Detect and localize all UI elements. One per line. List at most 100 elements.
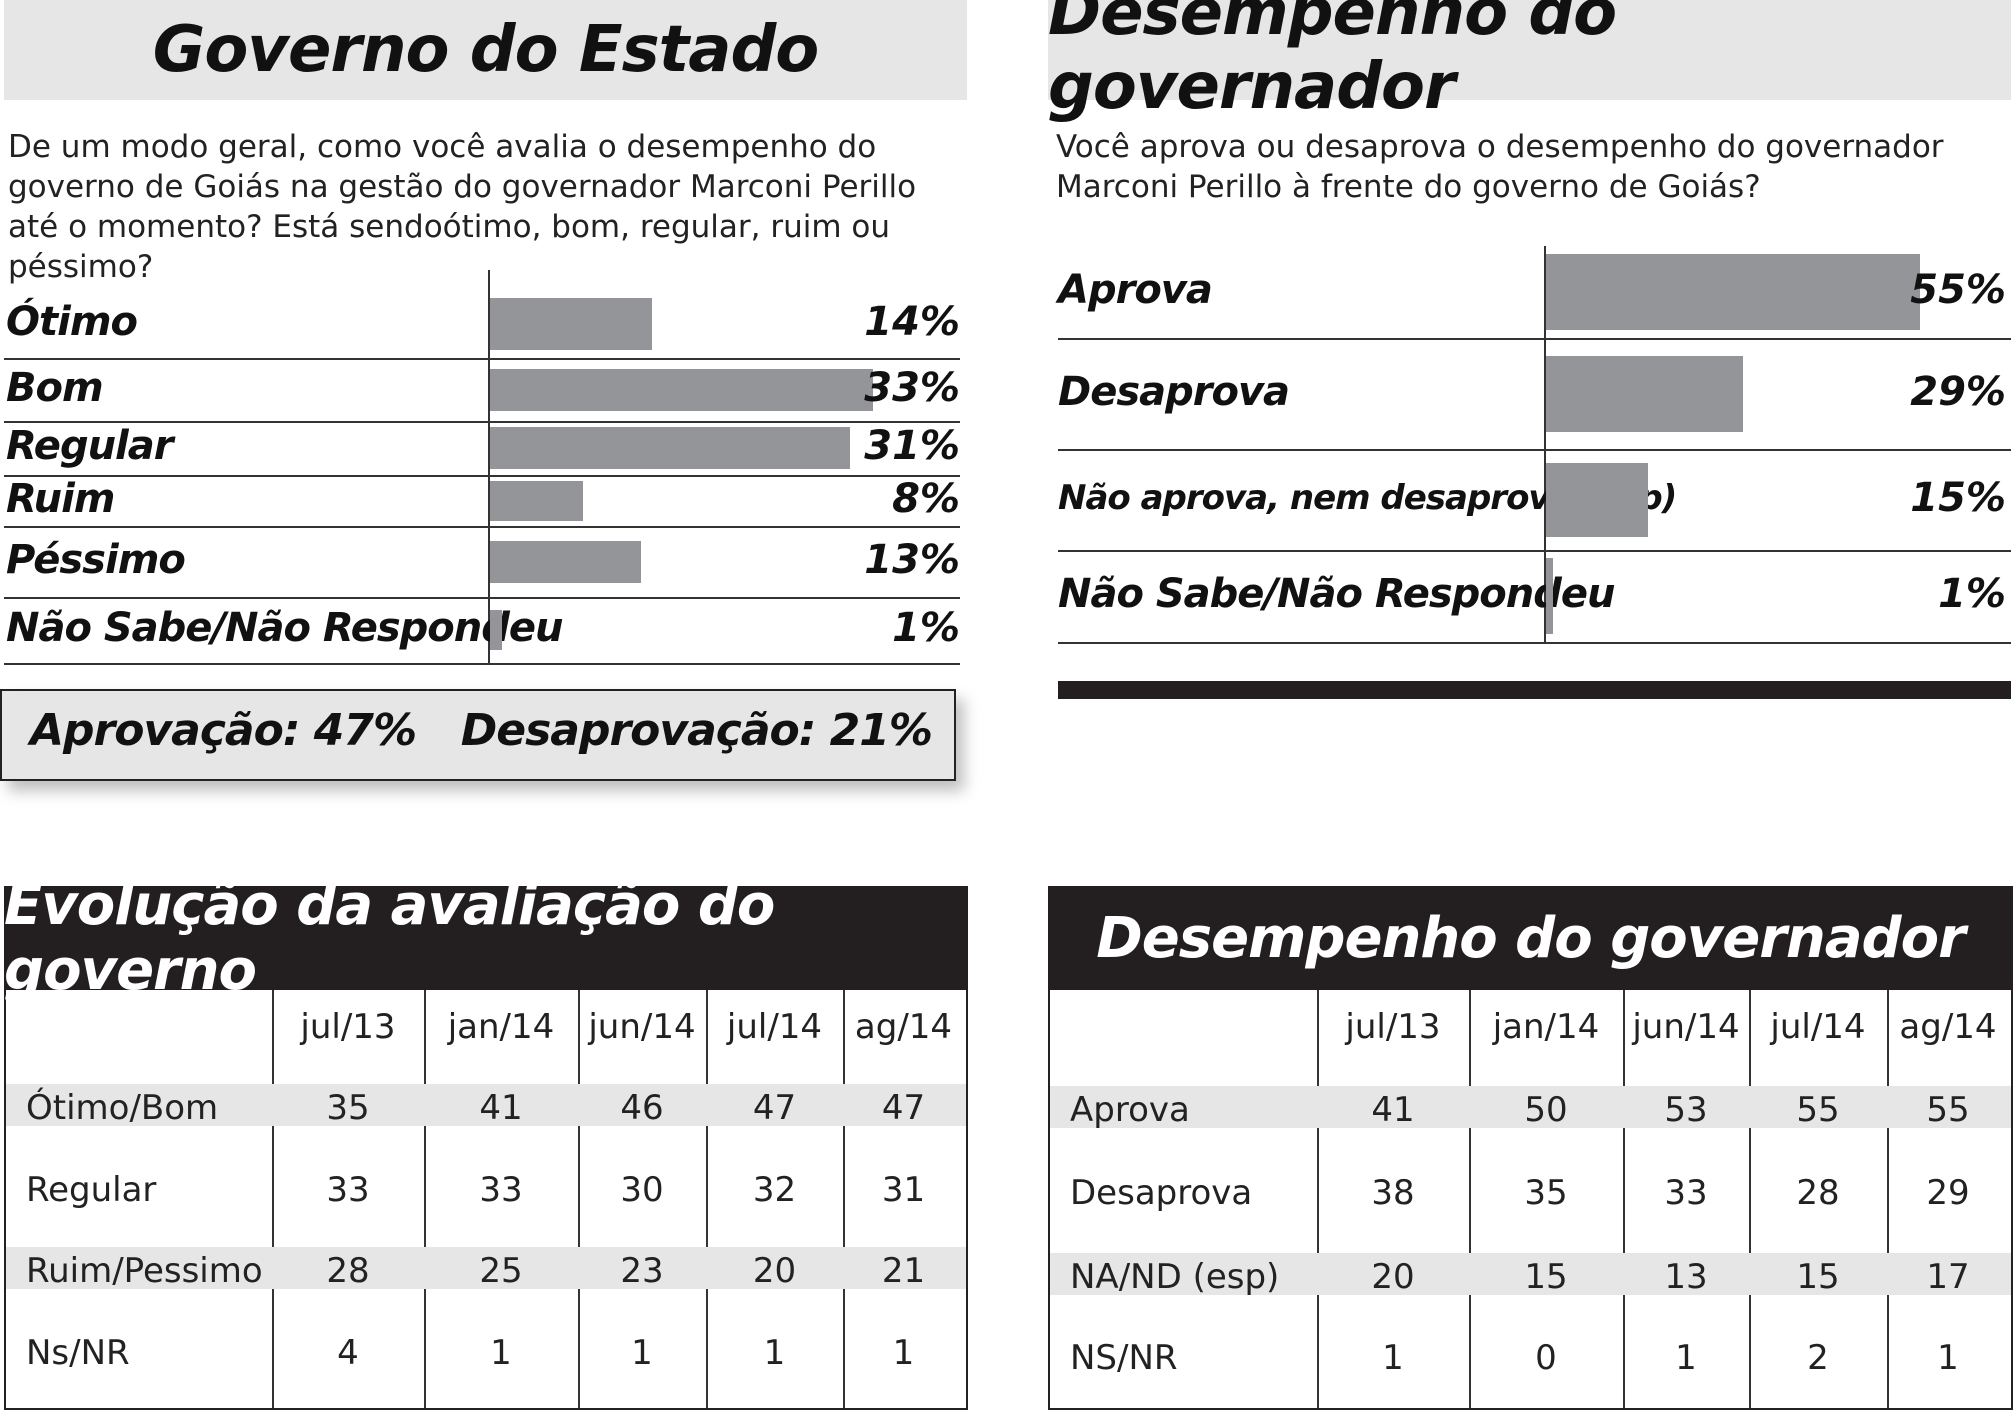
- table-column-divider: [1469, 990, 1471, 1408]
- right-question: Você aprova ou desaprova o desempenho do…: [1056, 129, 1944, 205]
- bar-mark: [1546, 254, 1920, 330]
- table-column-divider: [1887, 990, 1889, 1408]
- thick-divider: [1058, 681, 2011, 699]
- left-panel-title: Governo do Estado: [152, 13, 819, 87]
- table-cell-value: 0: [1535, 1338, 1557, 1378]
- table-cell-value: 53: [1664, 1090, 1708, 1130]
- table-cell-value: 1: [1382, 1338, 1404, 1378]
- table-column-divider: [706, 990, 708, 1408]
- table-cell-value: 28: [326, 1251, 370, 1291]
- table-column-header: jul/14: [1770, 1007, 1866, 1047]
- bar-value-label: 1%: [892, 605, 960, 651]
- table-column-divider: [1317, 990, 1319, 1408]
- left-panel-header: Governo do Estado: [4, 0, 967, 100]
- row-separator: [4, 475, 960, 477]
- table-cell-value: 28: [1796, 1173, 1840, 1213]
- table-cell-value: 15: [1524, 1257, 1568, 1297]
- row-separator: [1058, 642, 2011, 644]
- table-row-label: NA/ND (esp): [1070, 1257, 1280, 1297]
- table-title: Desempenho do governador: [1096, 905, 1965, 971]
- row-separator: [1058, 338, 2011, 340]
- row-separator: [4, 421, 960, 423]
- table-row-label: Ruim/Pessimo: [26, 1251, 263, 1291]
- bar-value-label: 8%: [892, 475, 960, 522]
- table-cell-value: 41: [479, 1088, 523, 1128]
- table-header: Desempenho do governador: [1048, 886, 2013, 990]
- bar-value-label: 31%: [864, 423, 960, 469]
- table-column-header: jul/13: [300, 1007, 396, 1047]
- bar-category-label: Aprova: [1058, 267, 1213, 313]
- summary-box: Aprovação: 47% Desaprovação: 21%: [0, 689, 956, 781]
- table-column-header: jun/14: [588, 1007, 696, 1047]
- table-cell-value: 33: [1664, 1173, 1708, 1213]
- table-cell-value: 41: [1371, 1090, 1415, 1130]
- table-column-header: ag/14: [1899, 1007, 1997, 1047]
- bar-category-label: Regular: [6, 423, 173, 469]
- table-cell-value: 35: [1524, 1173, 1568, 1213]
- table-column-header: jan/14: [447, 1007, 555, 1047]
- bar-axis-line: [1544, 246, 1546, 642]
- bar-mark: [1546, 558, 1553, 634]
- right-panel-header: Desempenho do governador: [1048, 0, 2011, 124]
- table-cell-value: 47: [752, 1088, 797, 1128]
- bar-mark: [490, 480, 583, 521]
- table-cell-value: 46: [620, 1088, 664, 1128]
- bar-value-label: 15%: [1910, 474, 2006, 521]
- table-row-label: Regular: [26, 1170, 157, 1210]
- bar-category-label: Não Sabe/Não Respondeu: [1058, 571, 1615, 617]
- table-cell-value: 33: [479, 1170, 523, 1210]
- bar-value-label: 14%: [864, 299, 960, 345]
- bar-mark: [1546, 355, 1744, 432]
- table-row-stripe: [6, 1084, 966, 1126]
- table-cell-value: 33: [326, 1170, 370, 1210]
- table-column-header: jul/14: [726, 1007, 823, 1047]
- table-cell-value: 20: [752, 1251, 797, 1291]
- table-cell-value: 47: [881, 1088, 926, 1128]
- table-column-divider: [1749, 990, 1751, 1408]
- row-separator: [4, 597, 960, 599]
- table-cell-value: 20: [1371, 1257, 1415, 1297]
- bar-category-label: Péssimo: [6, 536, 186, 583]
- bar-value-label: 13%: [864, 536, 960, 583]
- table-cell-value: 50: [1524, 1090, 1568, 1130]
- table-cell-value: 13: [1664, 1257, 1708, 1297]
- table-row-label: Ótimo/Bom: [26, 1088, 219, 1128]
- bar-category-label: Não Sabe/Não Respondeu: [6, 605, 563, 651]
- table-cell-value: 1: [763, 1333, 786, 1373]
- bar-mark: [1546, 462, 1648, 537]
- table-header: Evolução da avaliação do governo: [4, 873, 968, 1003]
- table-column-divider: [272, 990, 274, 1408]
- bar-mark: [490, 368, 873, 411]
- table-row-stripe: [1050, 1253, 2011, 1295]
- table-title: Evolução da avaliação do governo: [4, 873, 775, 1003]
- table-cell-value: 29: [1926, 1173, 1970, 1213]
- table-cell-value: 32: [752, 1170, 797, 1210]
- table-cell-value: 15: [1796, 1257, 1840, 1297]
- table-column-header: jul/13: [1345, 1007, 1441, 1047]
- table-row-label: Ns/NR: [26, 1333, 130, 1373]
- table-cell-value: 38: [1371, 1173, 1415, 1213]
- table-cell-value: 17: [1926, 1257, 1970, 1297]
- table-row-stripe: [6, 1247, 966, 1289]
- table-cell-value: 35: [326, 1088, 370, 1128]
- bar-value-label: 55%: [1910, 267, 2006, 313]
- table-column-header: jan/14: [1492, 1007, 1600, 1047]
- table-row-stripe: [1050, 1086, 2011, 1128]
- row-separator: [1058, 550, 2011, 552]
- bar-mark: [490, 540, 641, 583]
- table-cell-value: 31: [881, 1170, 926, 1210]
- approval-summary: Aprovação: 47%: [30, 705, 417, 756]
- table-cell-value: 1: [1937, 1338, 1959, 1378]
- table-column-divider: [843, 990, 845, 1408]
- bar-category-label: Ruim: [6, 475, 115, 522]
- bar-mark: [490, 298, 653, 350]
- table-cell-value: 55: [1796, 1090, 1840, 1130]
- bar-axis-line: [488, 270, 490, 663]
- table-column-divider: [578, 990, 580, 1408]
- table-cell-value: 1: [1675, 1338, 1697, 1378]
- bar-category-label: Ótimo: [6, 299, 138, 345]
- bar-category-label: Bom: [6, 364, 104, 411]
- table-cell-value: 4: [337, 1333, 359, 1373]
- bar-mark: [490, 610, 502, 650]
- table-cell-value: 30: [620, 1170, 664, 1210]
